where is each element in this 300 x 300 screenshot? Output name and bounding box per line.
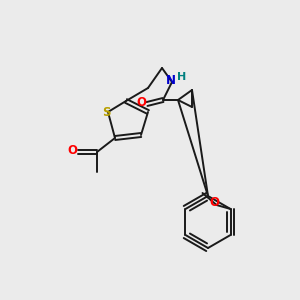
Text: N: N <box>166 74 176 88</box>
Text: O: O <box>67 145 77 158</box>
Text: H: H <box>177 72 187 82</box>
Text: O: O <box>209 196 220 209</box>
Text: O: O <box>136 97 146 110</box>
Text: S: S <box>102 106 110 119</box>
